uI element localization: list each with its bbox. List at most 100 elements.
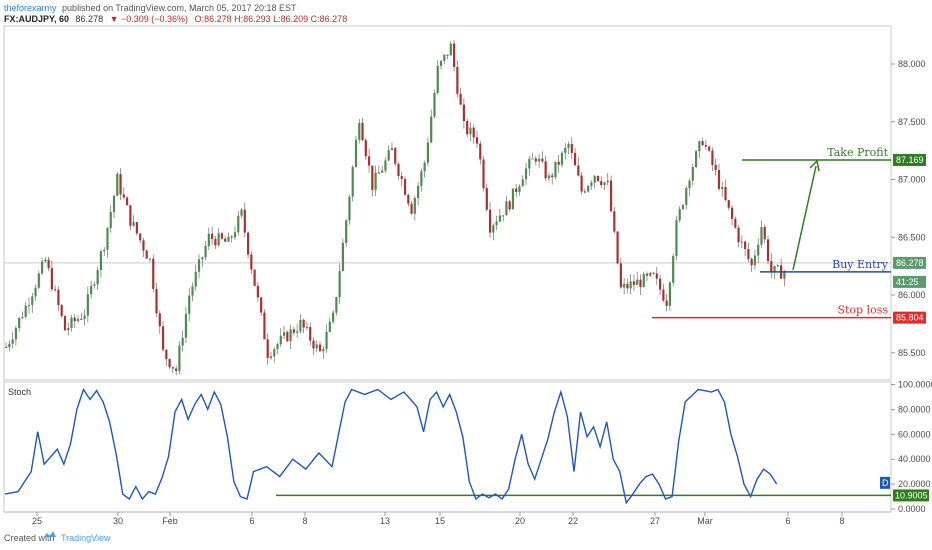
price-axis: 85.500 86.000 86.500 87.000 87.500 88.000 — [4, 59, 926, 358]
tradingview-brand[interactable]: TradingView — [61, 533, 111, 543]
candle-body — [328, 321, 331, 332]
candle-body — [178, 345, 181, 371]
candle-body — [531, 158, 534, 160]
candle-body — [132, 222, 135, 226]
stoch-tick-label: 20.0000 — [898, 479, 931, 489]
candle-body — [603, 182, 606, 186]
candle-body — [390, 148, 394, 151]
candle-body — [747, 249, 750, 259]
candle-body — [600, 181, 603, 186]
candle-body — [770, 261, 773, 273]
stop-loss-price-tag: 85.804 — [896, 313, 924, 323]
candle-body — [11, 339, 14, 344]
last-price-header: 86.278 — [76, 14, 104, 24]
candle-body — [260, 297, 263, 313]
candle-body — [125, 197, 129, 206]
candle-body — [593, 175, 596, 183]
candle-body — [325, 331, 328, 350]
candle-body — [649, 272, 652, 276]
stoch-line — [4, 387, 778, 505]
candle-body — [14, 327, 18, 340]
candle-body — [721, 187, 724, 189]
candle-body — [175, 368, 178, 371]
candle-body — [659, 278, 662, 290]
candle-body — [384, 160, 387, 171]
candle-body — [106, 227, 109, 250]
created-with-text: Created with — [4, 533, 55, 543]
tradingview-logo-icon — [44, 531, 56, 537]
candle-body — [515, 188, 518, 192]
candle-body — [364, 140, 367, 157]
candle-body — [655, 273, 658, 279]
buy-entry-label: Buy Entry — [832, 258, 889, 271]
candle-body — [469, 127, 472, 135]
candle-body — [632, 281, 636, 285]
author-link[interactable]: theforexarmy — [4, 3, 57, 13]
candle-body — [567, 143, 570, 148]
candle-body — [436, 65, 439, 93]
candle-body — [312, 340, 315, 349]
candle-body — [551, 175, 554, 178]
target-arrow-head-icon — [809, 159, 820, 172]
candle-body — [564, 147, 567, 153]
last-price-tag-bg — [893, 256, 926, 269]
candle-body — [508, 201, 511, 210]
stoch-level-tag-bg — [893, 489, 929, 502]
candle-body — [502, 215, 505, 217]
candle-body — [282, 332, 286, 336]
candle-body — [672, 255, 675, 283]
stop-loss-label: Stop loss — [837, 304, 888, 317]
candle-body — [763, 227, 766, 240]
candle-body — [158, 313, 161, 327]
stoch-d-tag-bg — [880, 476, 890, 489]
stoch-tick-label: 100.0000 — [898, 380, 932, 390]
candle-body — [50, 268, 53, 290]
candle-body — [753, 255, 757, 266]
candle-body — [122, 194, 125, 198]
candle-body — [27, 305, 31, 307]
candle-body — [279, 335, 282, 345]
candle-body — [668, 282, 672, 306]
time-tick-label: 20 — [515, 516, 525, 526]
candle-body — [332, 312, 335, 322]
candle-body — [485, 188, 488, 210]
candle-body — [63, 315, 67, 331]
candle-body — [299, 319, 302, 332]
candle-body — [734, 218, 737, 228]
last-price-tag: 86.278 — [896, 258, 924, 268]
candle-body — [21, 316, 24, 318]
candle-body — [730, 207, 734, 219]
candle-body — [220, 233, 224, 239]
candle-body — [237, 215, 240, 233]
candle-body — [168, 359, 171, 368]
candle-body — [498, 215, 501, 222]
time-tick-label: 6 — [249, 516, 254, 526]
candle-body — [230, 236, 233, 238]
candle-body — [538, 158, 541, 162]
candle-body — [439, 60, 443, 66]
time-tick-label: Feb — [162, 516, 178, 526]
candle-body — [547, 175, 551, 179]
candle-body — [528, 158, 531, 169]
candle-body — [606, 180, 609, 183]
candle-body — [335, 297, 338, 313]
price-tick-label: 86.000 — [898, 290, 926, 300]
candle-body — [76, 318, 80, 322]
candle-body — [776, 265, 779, 267]
time-tick-label: 27 — [650, 516, 660, 526]
candle-body — [227, 236, 230, 242]
candle-body — [511, 188, 515, 210]
candle-body — [407, 194, 410, 204]
tradingview-footer: Created with TradingView — [4, 531, 111, 543]
stoch-axis: 0.0000 20.0000 40.0000 60.0000 80.0000 100.00… — [891, 380, 932, 514]
candle-body — [642, 273, 645, 288]
candle-body — [377, 172, 380, 174]
candle-body — [292, 329, 295, 333]
candle-body — [351, 166, 354, 197]
candle-body — [109, 211, 112, 228]
candle-body — [148, 258, 152, 260]
candle-body — [711, 150, 714, 165]
time-tick-label: 15 — [435, 516, 445, 526]
candle-body — [570, 143, 573, 153]
candle-body — [96, 270, 99, 285]
